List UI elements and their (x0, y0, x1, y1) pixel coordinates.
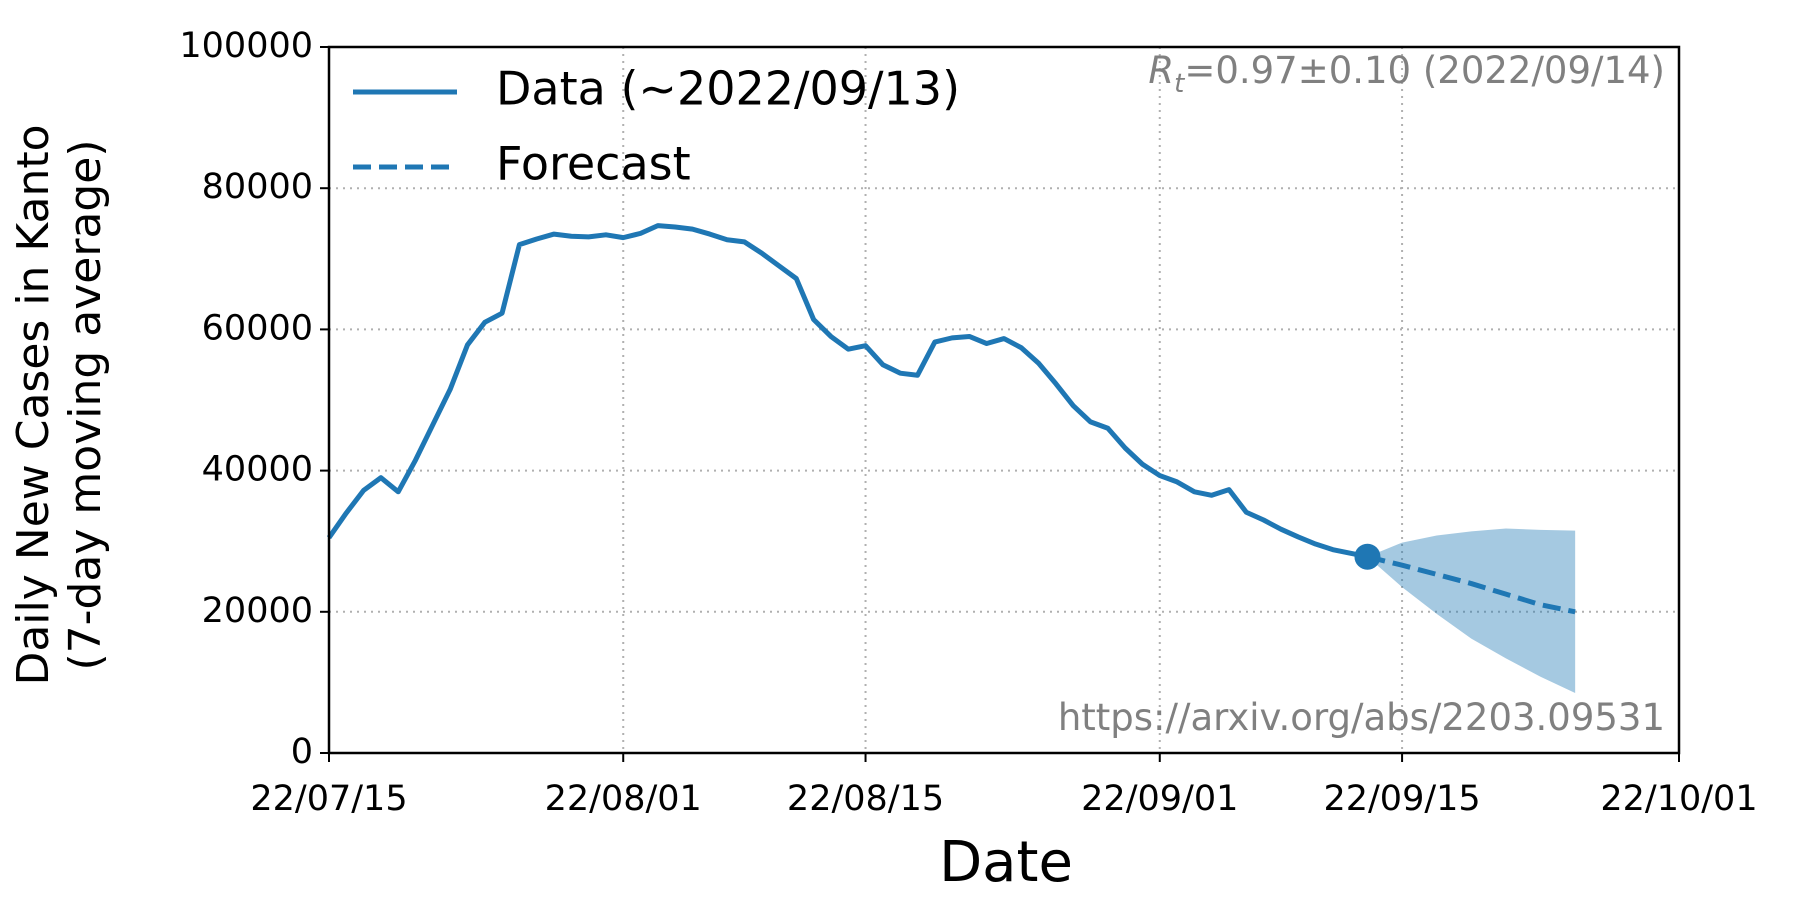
y-tick-label: 60000 (202, 308, 313, 348)
rt-subscript: t (1174, 69, 1185, 99)
x-tick-label: 22/07/15 (250, 779, 407, 819)
y-axis-label: (7-day moving average) (60, 139, 111, 670)
plot-frame (327, 45, 1681, 755)
forecast-band (1367, 528, 1576, 693)
rt-text: =0.97±0.10 (2022/09/14) (1184, 49, 1665, 92)
last-data-point (1354, 543, 1381, 570)
y-tick-label: 100000 (179, 26, 313, 66)
series-line (326, 223, 1368, 560)
y-tick-label: 80000 (202, 167, 313, 207)
x-tick-label: 22/08/01 (545, 779, 702, 819)
x-tick-label: 22/09/15 (1323, 779, 1480, 819)
rt-annotation: Rt=0.97±0.10 (2022/09/14) (1148, 49, 1665, 99)
y-axis-label: Daily New Cases in Kanto (8, 124, 59, 685)
x-axis-label: Date (939, 830, 1073, 895)
legend-label: Forecast (496, 137, 691, 191)
x-tick-label: 22/10/01 (1600, 779, 1757, 819)
source-annotation: https://arxiv.org/abs/2203.09531 (1058, 696, 1665, 739)
x-tick-label: 22/09/01 (1081, 779, 1238, 819)
series-line (1366, 554, 1576, 615)
y-tick-label: 0 (291, 732, 313, 772)
rt-symbol: R (1148, 49, 1174, 92)
y-tick-label: 20000 (202, 591, 313, 631)
x-tick-label: 22/08/15 (787, 779, 944, 819)
y-tick-label: 40000 (202, 450, 313, 490)
legend-label: Data (~2022/09/13) (496, 62, 960, 116)
